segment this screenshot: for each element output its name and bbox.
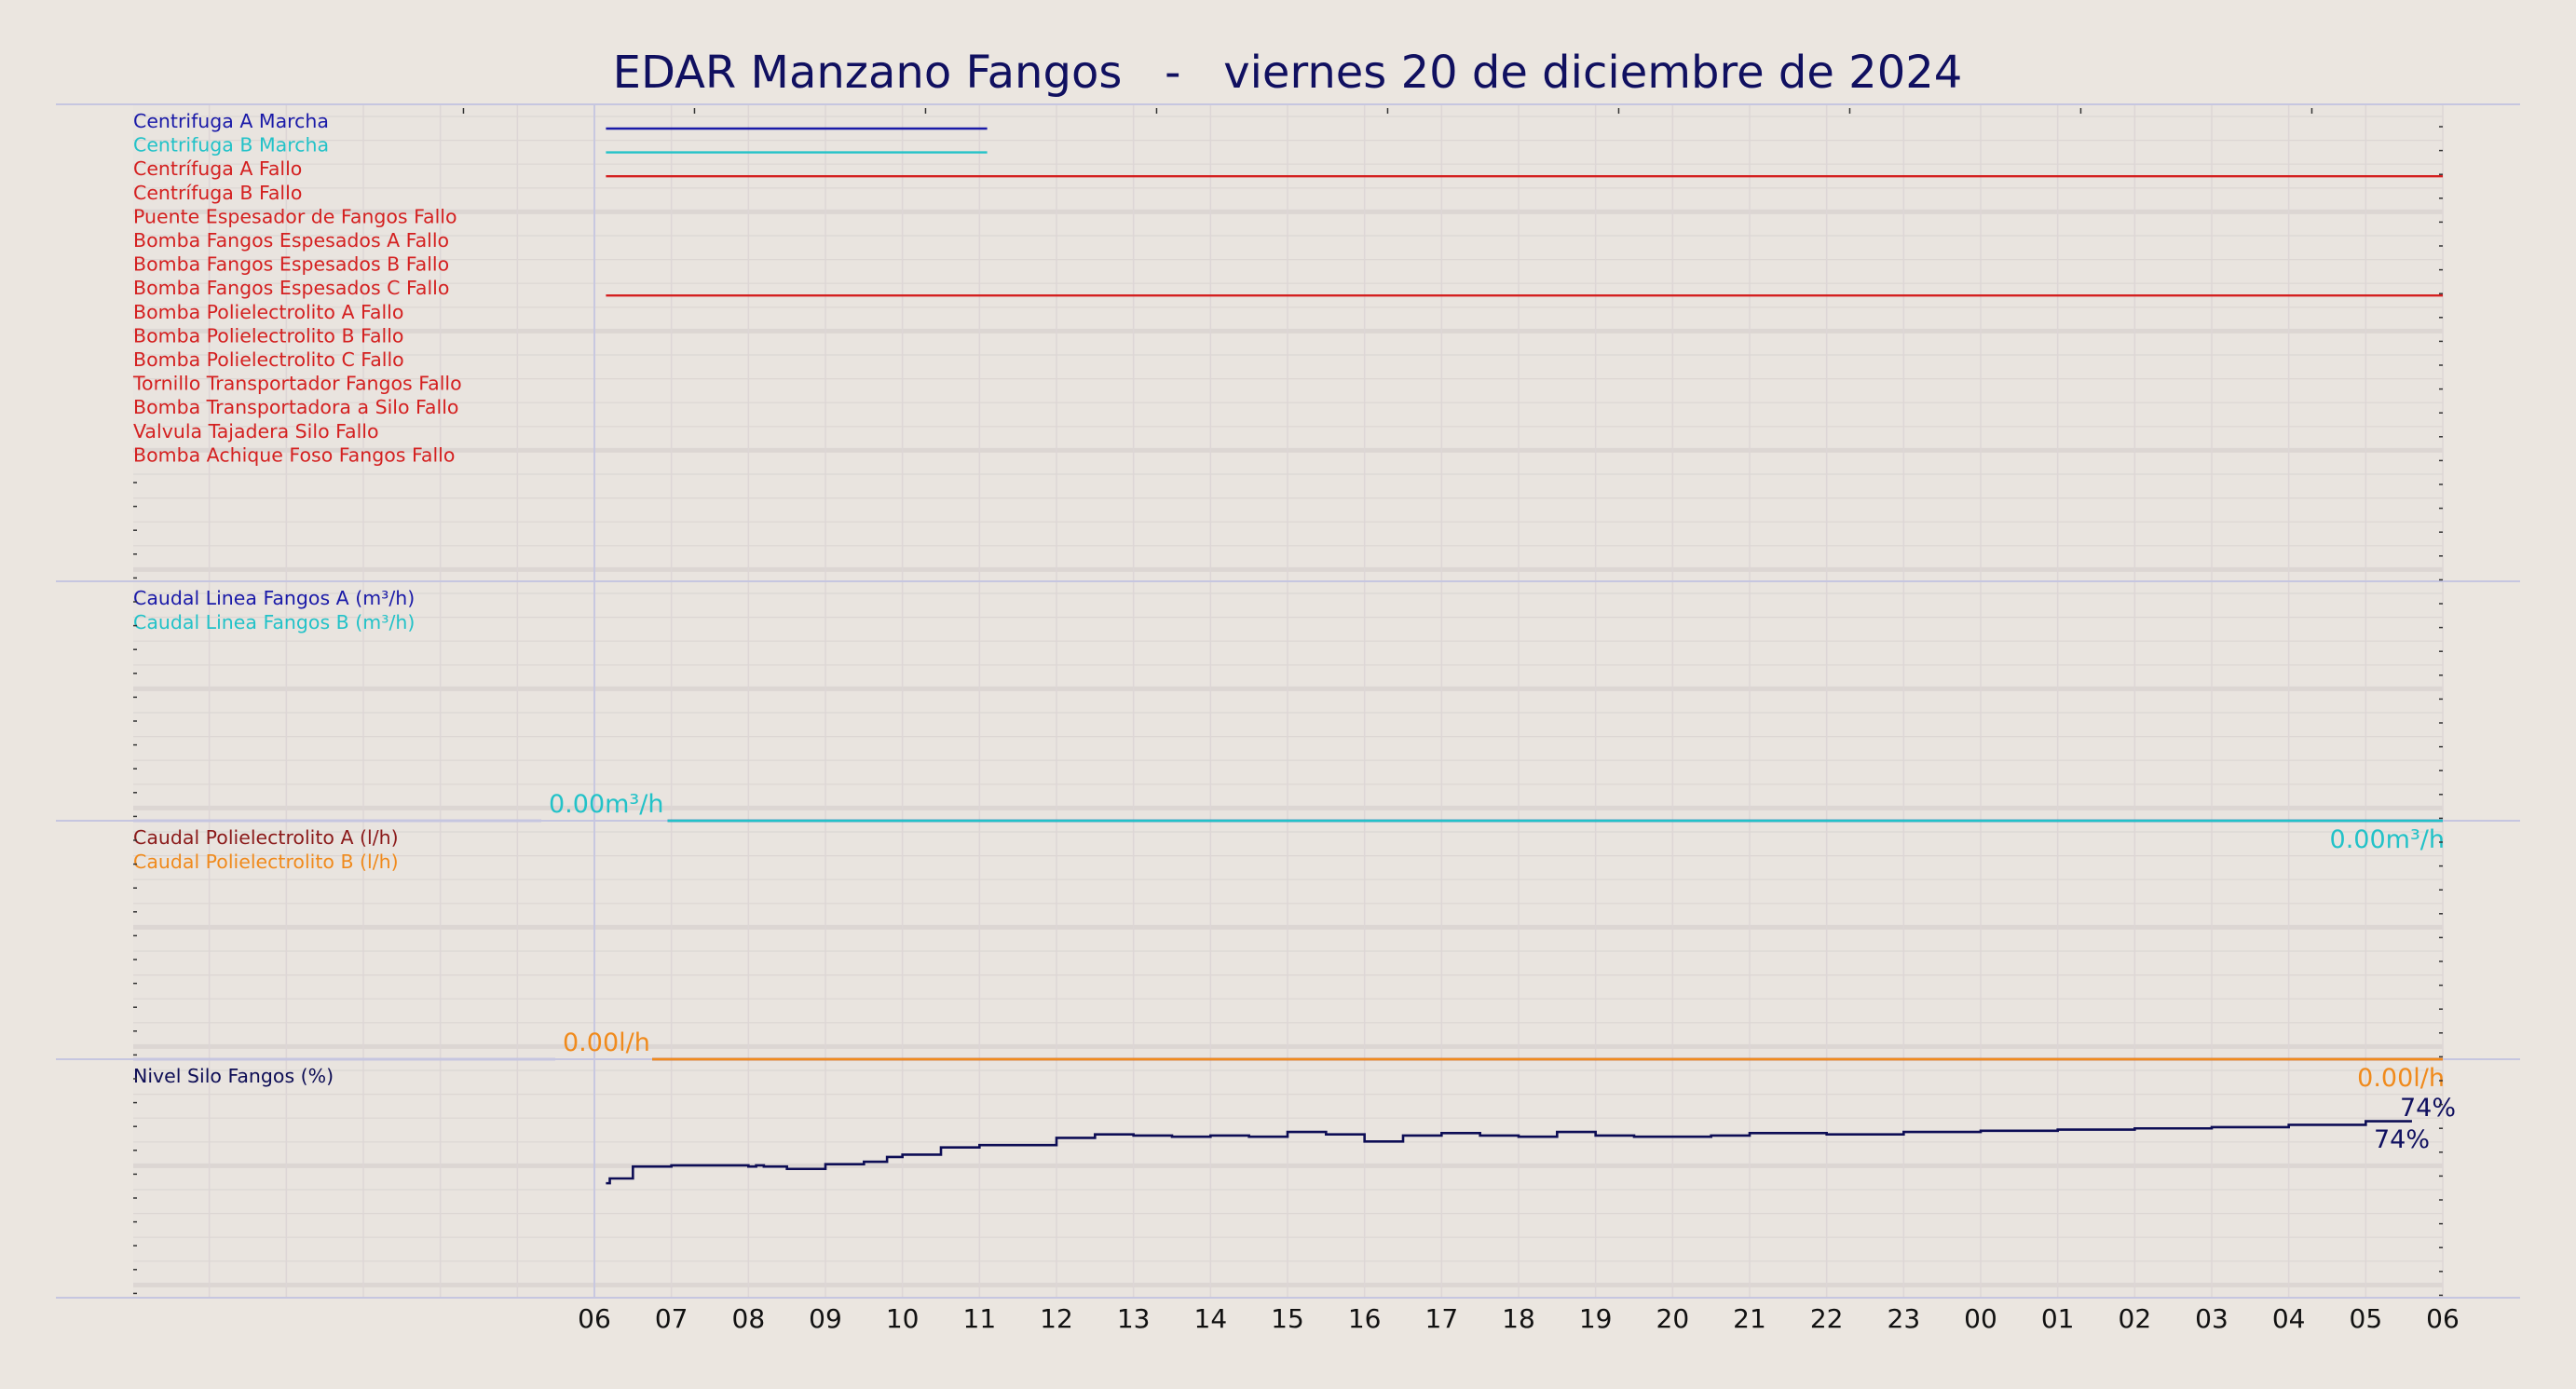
data-marks [133, 127, 2443, 1185]
x-tick-label: 11 [963, 1303, 997, 1334]
digital-signal-label: Bomba Fangos Espesados B Fallo [133, 253, 449, 276]
x-tick-label: 18 [1502, 1303, 1535, 1334]
x-tick-label: 19 [1579, 1303, 1613, 1334]
digital-signal-label: Bomba Polielectrolito C Fallo [133, 348, 404, 371]
flow-series-label: Caudal Linea Fangos A (m³/h) [133, 587, 415, 609]
flow-series-label: Caudal Polielectrolito A (l/h) [133, 826, 399, 849]
x-tick-label: 10 [886, 1303, 920, 1334]
flow-start-value: 0.00m³/h [549, 790, 663, 819]
level-end-value-upper: 74% [2400, 1094, 2456, 1123]
x-tick-label: 20 [1656, 1303, 1690, 1334]
chart-title: EDAR Manzano Fangos - viernes 20 de dici… [613, 47, 1963, 99]
flow-start-value: 0.00l/h [563, 1028, 650, 1057]
x-tick-label: 02 [2119, 1303, 2152, 1334]
level-series-label: Nivel Silo Fangos (%) [133, 1065, 334, 1087]
digital-signal-label: Bomba Polielectrolito A Fallo [133, 301, 403, 323]
x-tick-label: 05 [2350, 1303, 2383, 1334]
axis-ticks: 06 07 08 09 10 11 12 13 14 15 16 17 18 19 20 21 22 23 00 01… [133, 108, 2460, 1334]
x-tick-label: 22 [1810, 1303, 1844, 1334]
x-tick-label: 08 [732, 1303, 766, 1334]
digital-signal-label: Centrífuga A Fallo [133, 157, 302, 180]
level-end-value-lower: 74% [2374, 1125, 2430, 1154]
digital-signal-label: Centrifuga A Marcha [133, 110, 329, 132]
x-tick-label: 09 [809, 1303, 842, 1334]
digital-signal-label: Centrífuga B Fallo [133, 182, 302, 204]
digital-signal-label: Valvula Tajadera Silo Fallo [133, 420, 379, 443]
level-series-line [606, 1120, 2412, 1185]
digital-signal-label: Bomba Fangos Espesados C Fallo [133, 277, 449, 299]
x-tick-label: 00 [1964, 1303, 1997, 1334]
flow-series-label: Caudal Polielectrolito B (l/h) [133, 851, 399, 873]
digital-signal-label: Bomba Achique Foso Fangos Fallo [133, 443, 455, 466]
flow-series-label: Caudal Linea Fangos B (m³/h) [133, 611, 415, 633]
x-tick-label: 04 [2272, 1303, 2306, 1334]
x-tick-label: 03 [2195, 1303, 2228, 1334]
digital-signal-label: Bomba Fangos Espesados A Fallo [133, 229, 449, 252]
flow-end-value: 0.00m³/h [2330, 825, 2445, 854]
x-tick-label: 07 [655, 1303, 688, 1334]
flow-end-value: 0.00l/h [2357, 1064, 2445, 1093]
x-tick-label: 16 [1348, 1303, 1382, 1334]
x-tick-label: 15 [1271, 1303, 1304, 1334]
x-tick-label: 01 [2041, 1303, 2075, 1334]
x-tick-label: 17 [1425, 1303, 1459, 1334]
digital-signal-label: Tornillo Transportador Fangos Fallo [132, 373, 462, 395]
digital-signal-label: Puente Espesador de Fangos Fallo [133, 205, 457, 227]
x-tick-label: 12 [1040, 1303, 1073, 1334]
x-tick-label: 13 [1117, 1303, 1151, 1334]
digital-signal-label: Bomba Polielectrolito B Fallo [133, 324, 403, 347]
digital-signal-label: Bomba Transportadora a Silo Fallo [133, 396, 458, 418]
x-tick-label: 06 [578, 1303, 611, 1334]
x-tick-label: 06 [2426, 1303, 2460, 1334]
digital-signal-label: Centrifuga B Marcha [133, 134, 329, 157]
x-tick-label: 14 [1194, 1303, 1228, 1334]
grid-layer [133, 104, 2444, 1298]
x-tick-label: 21 [1733, 1303, 1766, 1334]
x-tick-label: 23 [1888, 1303, 1921, 1334]
